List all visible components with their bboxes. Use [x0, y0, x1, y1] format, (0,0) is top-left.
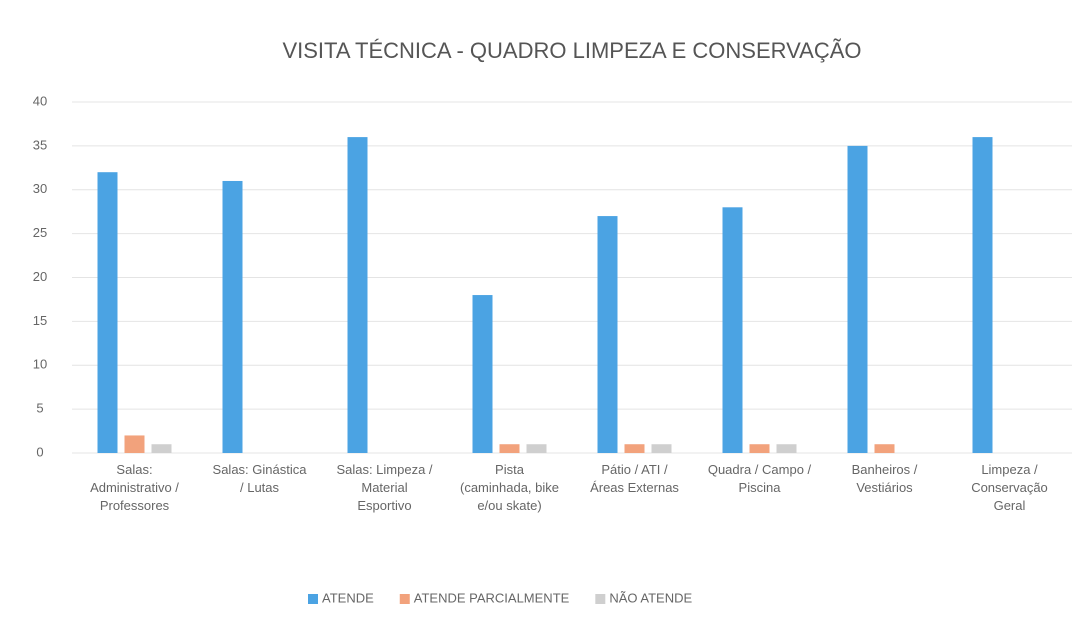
y-tick-label: 35: [33, 137, 47, 152]
y-tick-label: 25: [33, 225, 47, 240]
bar: [874, 444, 895, 453]
bar: [526, 444, 547, 453]
legend-label: ATENDE PARCIALMENTE: [414, 590, 570, 605]
bar: [597, 216, 618, 453]
bar: [722, 207, 743, 453]
bar: [499, 444, 520, 453]
legend-swatch: [399, 594, 410, 604]
bar: [624, 444, 645, 453]
bar: [472, 295, 493, 453]
legend-swatch: [308, 594, 318, 604]
bar: [651, 444, 672, 453]
bar: [124, 435, 145, 453]
y-tick-label: 5: [36, 401, 43, 416]
bar: [847, 145, 868, 453]
x-tick-label: Banheiros / Vestiários: [852, 462, 918, 495]
chart-title: VISITA TÉCNICA - QUADRO LIMPEZA E CONSER…: [282, 38, 861, 63]
y-tick-label: 30: [33, 181, 47, 196]
y-tick-label: 0: [36, 444, 43, 459]
bar: [347, 137, 368, 453]
bar: [749, 444, 770, 453]
legend-swatch: [595, 594, 606, 604]
x-tick-label: Salas: Ginástica / Lutas: [213, 462, 308, 495]
legend-label: NÃO ATENDE: [609, 590, 692, 605]
x-tick-label: Salas: Administrativo / Professores: [90, 462, 179, 513]
x-tick-label: Quadra / Campo / Piscina: [708, 462, 812, 495]
bar: [97, 172, 118, 453]
bar: [151, 444, 172, 453]
bar: [222, 180, 243, 453]
y-tick-label: 15: [33, 313, 47, 328]
x-tick-label: Pátio / ATI / Áreas Externas: [590, 462, 679, 495]
y-tick-label: 40: [33, 93, 47, 108]
y-tick-label: 10: [33, 357, 47, 372]
x-tick-label: Pista (caminhada, bike e/ou skate): [460, 462, 559, 513]
y-tick-label: 20: [33, 269, 47, 284]
legend-label: ATENDE: [322, 590, 374, 605]
bar: [776, 444, 797, 453]
bar: [972, 137, 993, 453]
x-tick-label: Limpeza / Conservação Geral: [971, 462, 1048, 513]
x-tick-label: Salas: Limpeza / Material Esportivo: [336, 462, 432, 513]
